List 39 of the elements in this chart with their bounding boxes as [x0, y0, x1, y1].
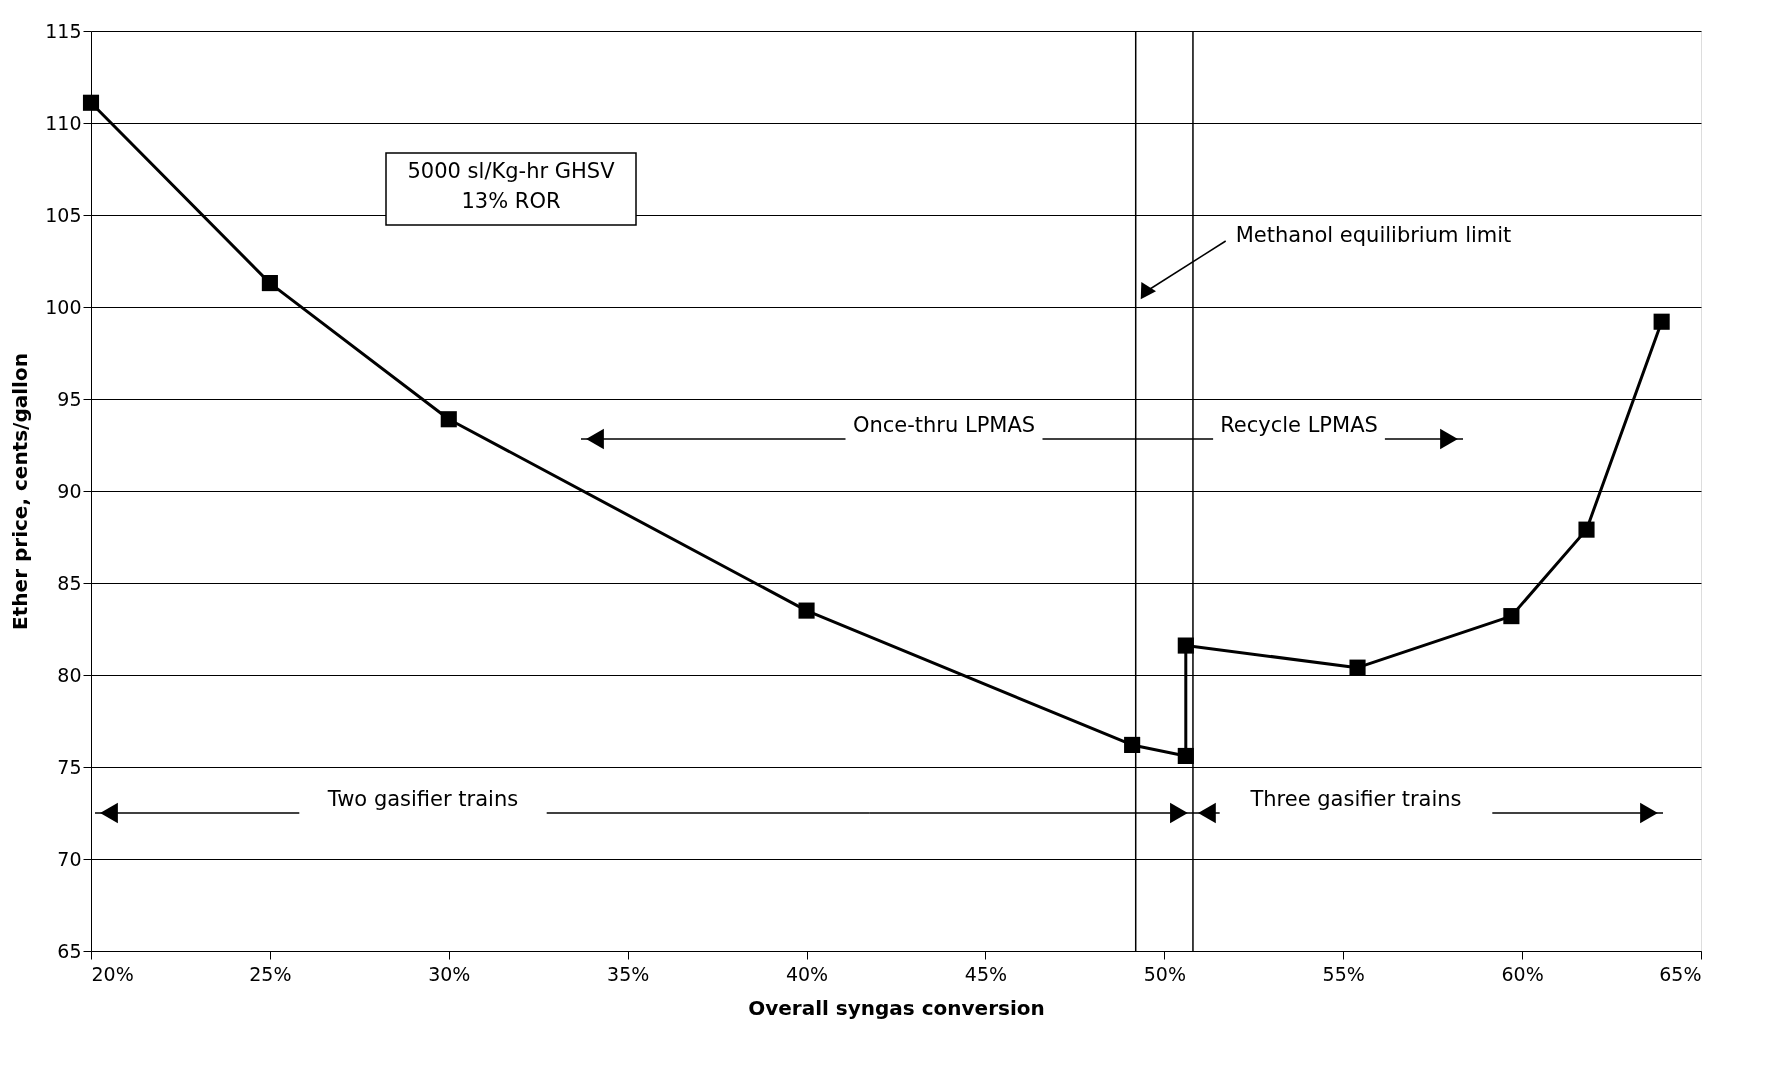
- annotation: Once-thru LPMAS: [852, 413, 1036, 437]
- x-tick-label: 65%: [1659, 962, 1702, 985]
- y-tick-label: 105: [45, 203, 82, 226]
- point: [440, 411, 457, 428]
- ref-line-label: Methanol equilibrium limit: [1235, 223, 1512, 247]
- x-tick-label: 50%: [1143, 962, 1186, 985]
- x-tick-label: 55%: [1322, 962, 1365, 985]
- x-tick-label: 20%: [91, 962, 134, 985]
- y-tick-label: 90: [57, 479, 82, 502]
- x-tick-label: 60%: [1501, 962, 1544, 985]
- y-axis-title: Ether price, cents/gallon: [8, 353, 33, 630]
- y-tick-label: 95: [57, 387, 82, 410]
- annotation: 5000 sl/Kg-hr GHSV 13% ROR: [407, 159, 616, 213]
- point: [82, 94, 100, 111]
- y-tick-label: 100: [45, 295, 82, 318]
- point: [1578, 521, 1595, 538]
- x-tick-label: 45%: [964, 962, 1008, 985]
- x-tick-label: 25%: [249, 962, 292, 985]
- x-tick-label: 30%: [428, 962, 471, 985]
- annotation: Three gasifier trains: [1249, 787, 1462, 811]
- point: [1349, 659, 1366, 676]
- annotation: Two gasifier trains: [326, 787, 519, 811]
- y-tick-label: 110: [45, 111, 82, 134]
- point: [1653, 313, 1670, 330]
- x-tick-label: 40%: [785, 962, 829, 985]
- y-tick-label: 65: [57, 939, 82, 962]
- y-tick-label: 80: [57, 663, 82, 686]
- annotation: Recycle LPMAS: [1220, 413, 1378, 437]
- y-tick-label: 70: [57, 847, 82, 870]
- point: [1177, 637, 1194, 654]
- point: [1503, 608, 1520, 625]
- point: [261, 275, 278, 292]
- y-tick-label: 85: [57, 571, 82, 594]
- point: [798, 602, 815, 619]
- y-tick-label: 115: [45, 19, 82, 42]
- y-tick-label: 75: [57, 755, 82, 778]
- x-axis-title: Overall syngas conversion: [748, 995, 1045, 1020]
- point: [1124, 736, 1141, 753]
- x-tick-label: 35%: [607, 962, 650, 985]
